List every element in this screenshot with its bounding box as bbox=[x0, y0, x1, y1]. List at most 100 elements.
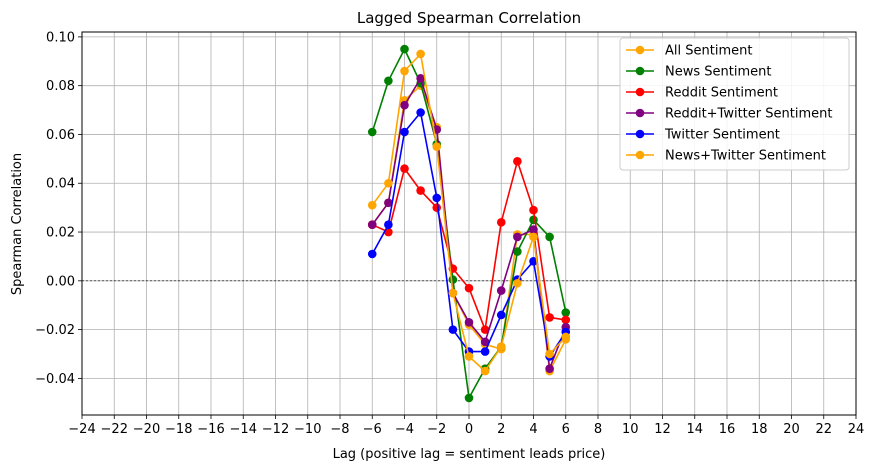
data-point bbox=[384, 220, 393, 230]
data-point bbox=[480, 337, 490, 347]
series-reddit-twitter-sentiment bbox=[367, 74, 571, 373]
y-tick-label: 0.02 bbox=[46, 226, 75, 241]
data-point bbox=[464, 393, 474, 403]
data-point bbox=[448, 325, 458, 334]
data-point bbox=[367, 220, 377, 230]
data-point bbox=[496, 310, 506, 320]
legend-marker bbox=[635, 87, 645, 97]
data-point bbox=[529, 215, 538, 225]
data-point bbox=[480, 347, 490, 356]
data-point bbox=[400, 127, 409, 137]
data-point bbox=[367, 249, 377, 259]
x-axis-label: Lag (positive lag = sentiment leads pric… bbox=[333, 447, 606, 462]
x-tick-label: 18 bbox=[751, 422, 768, 437]
data-point bbox=[416, 74, 425, 83]
legend-label: Reddit+Twitter Sentiment bbox=[665, 107, 832, 122]
legend-entry: All Sentiment bbox=[626, 44, 752, 59]
y-tick-label: −0.04 bbox=[35, 372, 75, 387]
data-point bbox=[400, 66, 409, 76]
data-point bbox=[480, 325, 490, 334]
x-tick-label: 2 bbox=[497, 422, 505, 437]
x-tick-label: 4 bbox=[529, 422, 537, 437]
legend-label: Reddit Sentiment bbox=[665, 86, 778, 101]
data-point bbox=[496, 217, 506, 227]
x-tick-label: 24 bbox=[848, 422, 865, 437]
data-point bbox=[545, 364, 554, 373]
x-tick-label: −16 bbox=[197, 422, 224, 437]
data-point bbox=[464, 317, 474, 327]
legend: All Sentiment News Sentiment Reddit Sentim… bbox=[619, 37, 850, 171]
chart-title: Lagged Spearman Correlation bbox=[357, 9, 581, 27]
data-point bbox=[513, 156, 522, 166]
x-tick-label: −24 bbox=[68, 422, 95, 437]
x-tick-label: −14 bbox=[230, 422, 257, 437]
data-point bbox=[384, 178, 393, 188]
data-point bbox=[561, 308, 571, 317]
x-tick-label: 10 bbox=[622, 422, 639, 437]
y-tick-label: 0.10 bbox=[46, 30, 75, 45]
y-tick-label: 0.04 bbox=[46, 177, 75, 192]
series-layer bbox=[367, 44, 571, 403]
data-point bbox=[513, 278, 522, 288]
data-point bbox=[367, 127, 377, 137]
x-tick-label: −2 bbox=[427, 422, 446, 437]
data-point bbox=[513, 247, 522, 256]
series-twitter-sentiment bbox=[367, 108, 571, 361]
y-axis-label: Spearman Correlation bbox=[10, 153, 25, 295]
x-tick-label: 20 bbox=[783, 422, 800, 437]
x-axis-ticks: −24 −22 −20 −18 −16 −14 −12 −10 −8 −6 −4 −2 0 2 4 6 8 10 1… bbox=[68, 415, 864, 437]
data-point bbox=[545, 232, 554, 242]
legend-items: All Sentiment News Sentiment Reddit Sentim… bbox=[626, 44, 832, 164]
data-point bbox=[561, 332, 571, 342]
data-point bbox=[416, 108, 425, 117]
data-point bbox=[464, 352, 474, 361]
data-point bbox=[432, 203, 442, 212]
x-tick-label: −12 bbox=[262, 422, 289, 437]
data-point bbox=[400, 164, 409, 173]
y-tick-label: 0.06 bbox=[46, 128, 75, 143]
data-point bbox=[561, 315, 571, 325]
legend-entry: Reddit+Twitter Sentiment bbox=[626, 107, 832, 122]
y-axis-ticks: −0.04 −0.02 0.00 0.02 0.04 0.06 0.08 0.10 bbox=[35, 30, 82, 387]
data-point bbox=[496, 286, 506, 295]
y-tick-label: 0.08 bbox=[46, 79, 75, 94]
data-point bbox=[400, 44, 409, 54]
legend-marker bbox=[635, 66, 645, 76]
data-point bbox=[448, 275, 458, 284]
legend-entry: Twitter Sentiment bbox=[626, 128, 780, 143]
data-point bbox=[529, 205, 538, 215]
data-point bbox=[367, 200, 377, 210]
data-point bbox=[464, 283, 474, 293]
data-point bbox=[529, 232, 538, 242]
x-tick-label: −20 bbox=[133, 422, 160, 437]
legend-entry: News+Twitter Sentiment bbox=[626, 149, 826, 164]
y-tick-label: −0.02 bbox=[35, 323, 75, 338]
legend-label: Twitter Sentiment bbox=[664, 128, 780, 143]
data-point bbox=[384, 198, 393, 208]
x-tick-label: 22 bbox=[815, 422, 832, 437]
legend-label: News Sentiment bbox=[665, 65, 771, 80]
x-tick-label: −18 bbox=[165, 422, 192, 437]
data-point bbox=[416, 186, 425, 195]
legend-marker bbox=[635, 150, 645, 160]
data-point bbox=[496, 342, 506, 351]
x-tick-label: 16 bbox=[719, 422, 736, 437]
data-point bbox=[384, 76, 393, 86]
series-news-twitter-sentiment bbox=[367, 49, 571, 376]
data-point bbox=[432, 193, 442, 203]
x-tick-label: −8 bbox=[330, 422, 349, 437]
legend-marker bbox=[635, 45, 645, 55]
data-point bbox=[545, 313, 554, 322]
legend-box bbox=[619, 37, 850, 171]
legend-entry: News Sentiment bbox=[626, 65, 771, 80]
x-tick-label: 8 bbox=[594, 422, 602, 437]
legend-entry: Reddit Sentiment bbox=[626, 86, 778, 101]
x-tick-label: 0 bbox=[465, 422, 473, 437]
x-tick-label: 6 bbox=[562, 422, 570, 437]
legend-marker bbox=[635, 108, 645, 118]
data-point bbox=[432, 142, 442, 151]
legend-label: News+Twitter Sentiment bbox=[665, 149, 826, 164]
data-point bbox=[448, 288, 458, 298]
y-tick-label: 0.00 bbox=[46, 274, 75, 289]
series-reddit-sentiment bbox=[367, 156, 571, 334]
